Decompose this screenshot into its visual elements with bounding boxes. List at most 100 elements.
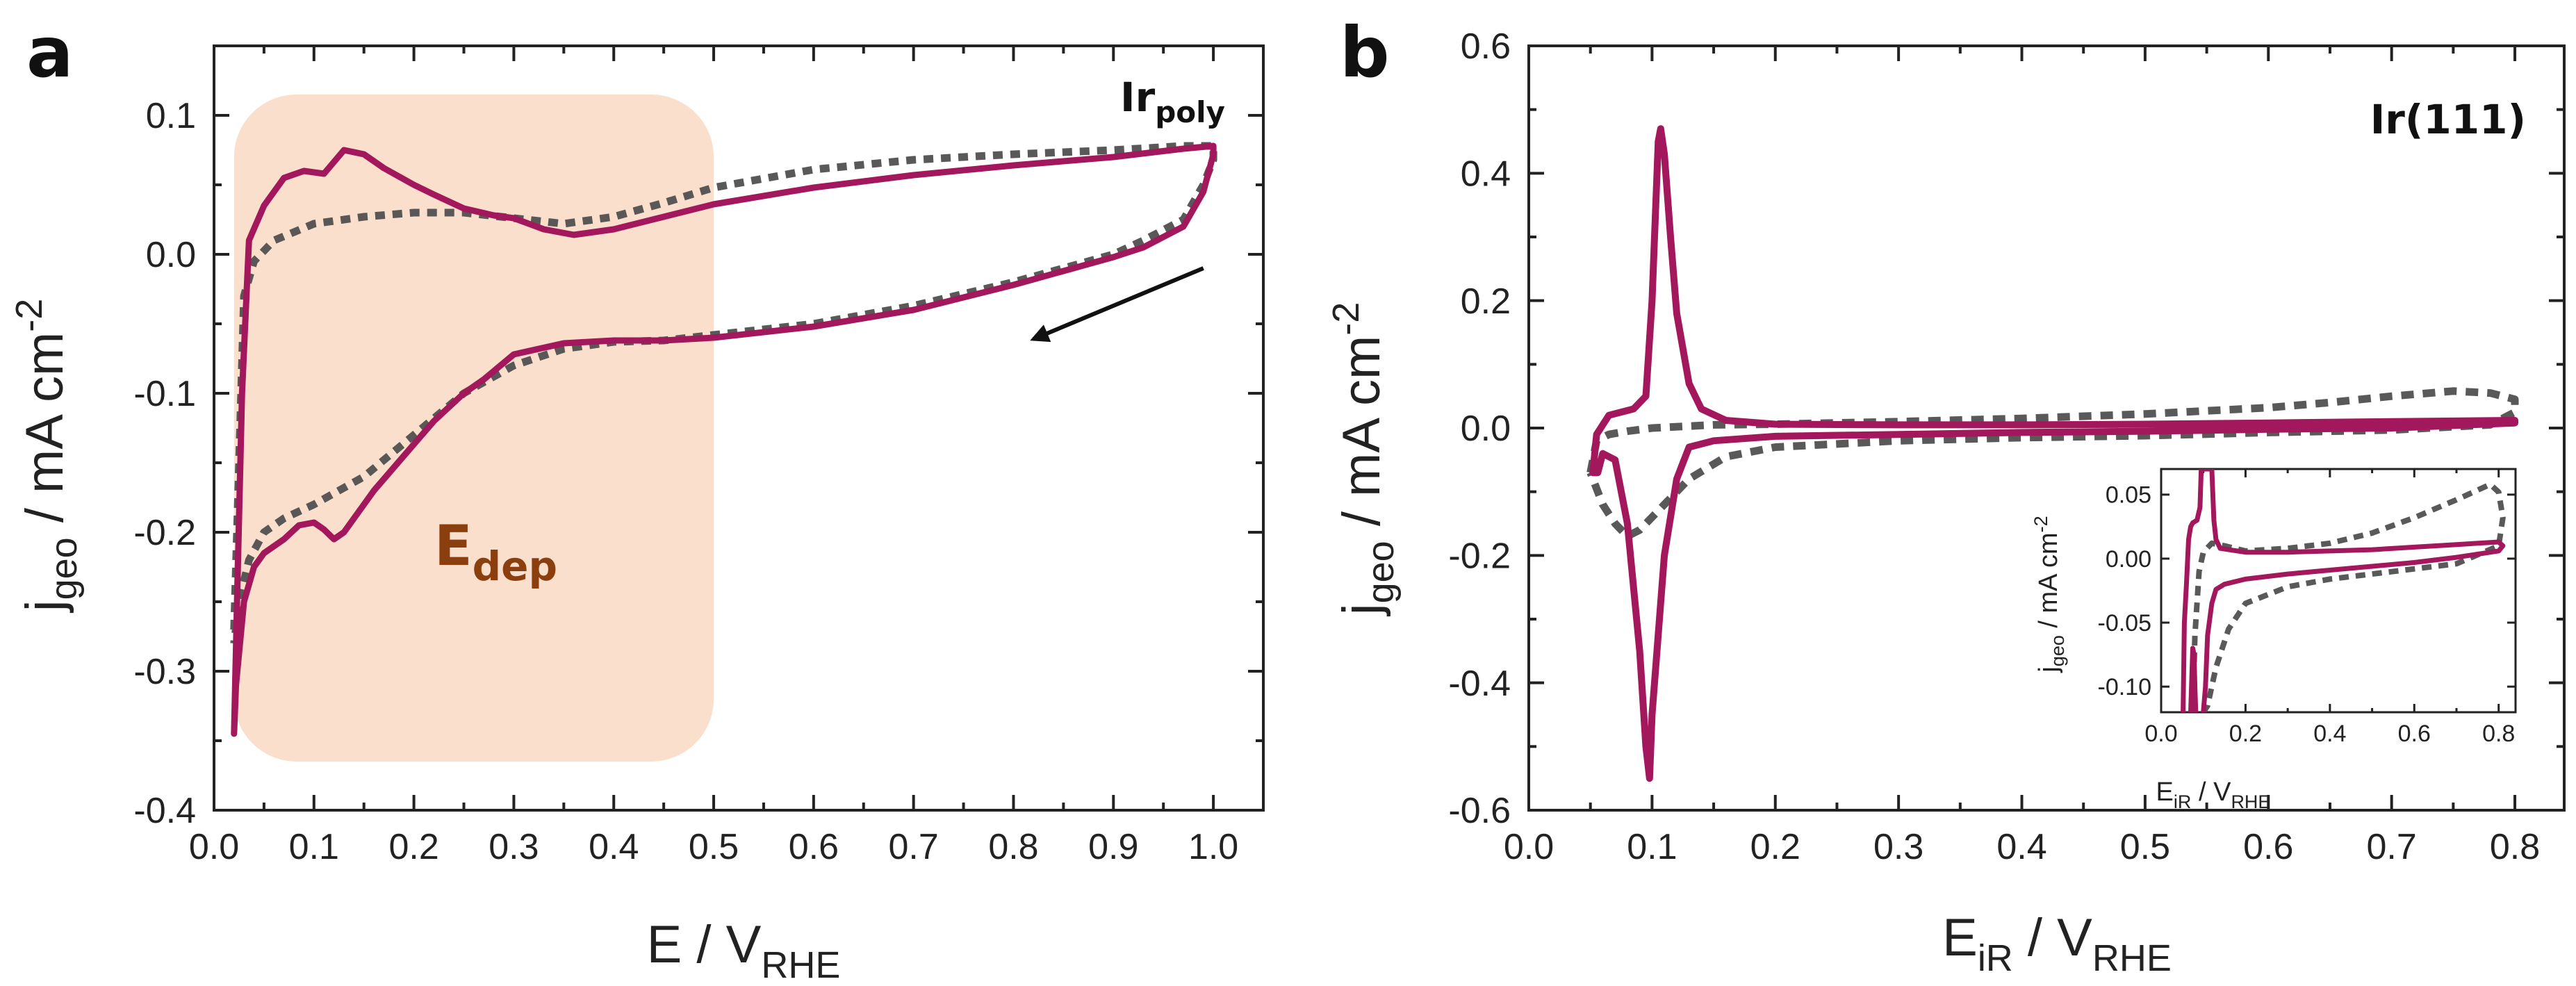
ylabel-sub: geo [43, 537, 85, 600]
inset-background [2161, 469, 2516, 712]
inset-ylabel-sup: -2 [2031, 516, 2051, 532]
x-tick-label: 0.4 [589, 827, 639, 867]
x-tick-label: 0.1 [1627, 827, 1677, 867]
y-tick-label: -0.4 [1448, 664, 1511, 704]
axes-frame [213, 44, 1265, 812]
y-tick-label: -0.05 [2098, 610, 2152, 636]
x-tick-label: 0.3 [489, 827, 539, 867]
y-tick-label: 0.4 [1461, 154, 1511, 195]
panel-b-sample-label: Ir(111) [2370, 96, 2526, 143]
inset-xlabel-sub: iR [2174, 791, 2192, 812]
x-tick-label: 0.2 [388, 827, 438, 867]
y-tick-label: -0.6 [1448, 791, 1511, 831]
sample-label-sub: poly [1155, 95, 1225, 129]
series-dashed-line [2190, 482, 2506, 712]
inset-axes: 0.0 0.2 0.4 0.6 0.8 0.05 0.00 -0.05 -0.10 [2098, 468, 2517, 747]
y-tick-label: -0.2 [1448, 536, 1511, 577]
panel-b-series [1586, 125, 2519, 782]
x-tick-label: 0.1 [289, 827, 339, 867]
panel-a-series [230, 142, 1217, 737]
panel-b-xlabel: EiR / VRHE [1942, 908, 2172, 979]
x-tick-label: 0.2 [1750, 827, 1800, 867]
y-tick-label: 0.00 [2106, 546, 2151, 573]
ylabel-base: j [15, 600, 74, 613]
x-tick-label: 0.7 [2367, 827, 2417, 867]
edep-annotation-sub: dep [473, 543, 557, 590]
xlabel-sub: iR [1978, 937, 2013, 979]
inset-ylabel-sub: geo [2047, 635, 2068, 666]
ylabel-sub: geo [1360, 541, 1402, 603]
x-tick-label: 0.5 [689, 827, 739, 867]
inset-ylabel-rest: / mA cm [2034, 532, 2063, 635]
edep-highlight-region [233, 95, 714, 762]
inset-xlabel-sub2: RHE [2231, 791, 2270, 812]
y-tick-label: -0.2 [133, 513, 196, 553]
panel-a: 0.0 0.1 0.2 0.3 0.4 0.5 0.6 0.7 0.8 0.9 1.0 -0.4 -0.… [8, 12, 1265, 986]
ylabel-rest: / mA cm [1332, 336, 1391, 541]
x-tick-label: 0.6 [2398, 721, 2431, 747]
series-solid-inner-line [2188, 646, 2199, 712]
y-tick-label: 0.1 [146, 96, 196, 136]
x-tick-label: 0.5 [2120, 827, 2170, 867]
xlabel-base: E [1942, 908, 1978, 967]
panel-b-ylabel: jgeo / mA cm-2 [1325, 302, 1402, 617]
inset-ylabel: jgeo / mA cm-2 [2031, 516, 2068, 673]
panel-b-axes: 0.0 0.1 0.2 0.3 0.4 0.5 0.6 0.7 0.8 -0.6 -0.4 -0.2 0… [1448, 26, 2566, 867]
inset-ylabel-base: j [2034, 666, 2063, 673]
panel-a-xlabel: E / VRHE [647, 915, 841, 986]
xlabel-sub2: RHE [2092, 937, 2172, 979]
series-solid-line [2181, 469, 2506, 712]
y-tick-label: -0.10 [2098, 674, 2152, 700]
series-solid-line [231, 142, 1217, 737]
xlabel-sub: RHE [761, 944, 840, 986]
edep-annotation-base: E [434, 513, 473, 578]
x-tick-label: 0.0 [1504, 827, 1554, 867]
y-tick-label: 0.6 [1461, 26, 1511, 67]
x-tick-label: 0.4 [1996, 827, 2046, 867]
y-tick-label: -0.1 [133, 374, 196, 414]
y-tick-label: 0.05 [2106, 482, 2151, 509]
edep-annotation: Edep [434, 513, 557, 590]
x-tick-label: 0.6 [789, 827, 839, 867]
panel-a-label: a [26, 12, 73, 93]
x-tick-label: 1.0 [1188, 827, 1238, 867]
xlabel-mid: / V [2013, 908, 2092, 967]
inset-xlabel-mid: / V [2191, 778, 2231, 807]
xlabel-base: E / V [647, 915, 762, 974]
x-tick-label: 0.0 [189, 827, 239, 867]
axes-frame [2160, 468, 2517, 714]
ylabel-base: j [1332, 603, 1391, 616]
ylabel-sup: -2 [8, 299, 50, 332]
panel-a-axes: 0.0 0.1 0.2 0.3 0.4 0.5 0.6 0.7 0.8 0.9 1.0 -0.4 -0.… [133, 44, 1265, 867]
panel-b-label: b [1340, 12, 1390, 93]
y-tick-label: 0.2 [1461, 281, 1511, 322]
series-dashed-line [1586, 387, 2519, 541]
panel-a-ylabel: jgeo / mA cm-2 [8, 299, 85, 614]
ylabel-sup: -2 [1325, 302, 1367, 336]
inset-series [2181, 469, 2506, 712]
y-tick-label: 0.0 [1461, 409, 1511, 449]
x-tick-label: 0.8 [2490, 827, 2540, 867]
x-tick-label: 0.2 [2229, 721, 2262, 747]
y-tick-label: -0.4 [133, 791, 196, 831]
panel-a-sample-label: Irpoly [1120, 74, 1225, 129]
scan-direction-arrow [1030, 266, 1204, 343]
sample-label-base: Ir [1120, 74, 1156, 121]
x-tick-label: 0.7 [889, 827, 939, 867]
x-tick-label: 0.8 [988, 827, 1038, 867]
x-tick-label: 0.9 [1088, 827, 1138, 867]
x-tick-label: 0.6 [2243, 827, 2293, 867]
x-tick-label: 0.8 [2482, 721, 2515, 747]
inset-xlabel-base: E [2156, 778, 2174, 807]
inset-plot: 0.0 0.2 0.4 0.6 0.8 0.05 0.00 -0.05 -0.10 EiR / … [2031, 468, 2517, 812]
y-tick-label: 0.0 [146, 235, 196, 275]
panel-b: 0.0 0.1 0.2 0.3 0.4 0.5 0.6 0.7 0.8 -0.6 -0.4 -0.2 0… [1325, 12, 2566, 979]
inset-xlabel: EiR / VRHE [2156, 778, 2271, 812]
x-tick-label: 0.3 [1873, 827, 1923, 867]
series-solid-line [1589, 125, 2518, 782]
x-tick-label: 0.4 [2313, 721, 2346, 747]
ylabel-rest: / mA cm [15, 332, 74, 538]
y-tick-label: -0.3 [133, 652, 196, 692]
x-tick-label: 0.0 [2144, 721, 2177, 747]
